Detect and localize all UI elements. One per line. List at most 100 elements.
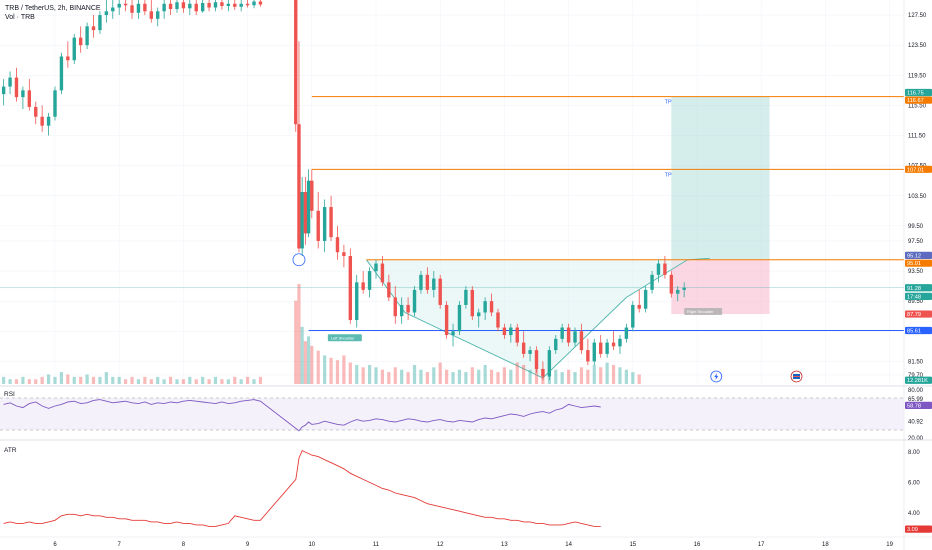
price-tag-label: 116.75: [907, 91, 924, 97]
volume-bar: [355, 364, 359, 384]
volume-bar: [85, 374, 89, 384]
candle-body: [387, 282, 391, 298]
candle-body: [91, 26, 96, 31]
candle-body: [554, 338, 558, 351]
price-tag-label: 107.01: [907, 167, 924, 173]
volume-bar: [432, 367, 436, 384]
volume-bar: [201, 376, 205, 384]
candle-body: [509, 327, 513, 336]
candle-body: [258, 1, 263, 5]
volume-bar: [380, 369, 385, 384]
volume-bar: [599, 367, 603, 384]
time-tick-label: 8: [182, 542, 186, 548]
price-tick-label: 119.50: [908, 73, 927, 79]
volume-bar: [534, 367, 539, 384]
candle-body: [329, 207, 333, 238]
price-tag-label: 95.01: [907, 261, 921, 267]
candle-body: [573, 331, 577, 343]
price-tick-label: 97.50: [908, 239, 924, 245]
volume-bar: [98, 376, 102, 384]
volume-bar: [425, 372, 429, 384]
candle-body: [611, 342, 616, 347]
time-tick-label: 14: [565, 542, 572, 548]
cursor-marker: [292, 253, 306, 267]
price-tag-label: 87.79: [907, 312, 921, 318]
candle-body: [451, 331, 455, 336]
volume-bar: [213, 376, 218, 384]
candle-body: [252, 1, 256, 6]
volume-label[interactable]: Vol · TRB: [5, 14, 35, 21]
candle-body: [175, 2, 179, 10]
symbol-title[interactable]: TRB / TetherUS, 2h, BINANCE: [5, 5, 101, 12]
candle-body: [342, 252, 346, 256]
candle-body: [322, 207, 327, 241]
price-tick-label: 79.70: [908, 373, 924, 379]
volume-bar: [329, 357, 333, 384]
candle-body: [27, 90, 32, 107]
atr-tick-label: 4.00: [908, 511, 920, 517]
price-tag: [905, 259, 932, 267]
time-axis[interactable]: 6 7 8 9 10 11 12 13 14 15 16 17 18 19: [0, 536, 932, 548]
candle-body: [168, 3, 173, 10]
volume-bar: [335, 360, 340, 384]
volume-bar: [294, 300, 298, 384]
lightning-icon[interactable]: [710, 370, 723, 383]
candle-body: [399, 304, 404, 317]
candle-body: [156, 11, 160, 19]
price-tag: [905, 251, 932, 259]
volume-bar: [2, 376, 6, 384]
candle-body: [547, 350, 552, 377]
candle-body: [34, 106, 38, 117]
time-tick-label: 9: [246, 542, 250, 548]
candle-body: [515, 327, 519, 343]
candle-body: [297, 124, 301, 249]
time-tick-label: 12: [437, 542, 444, 548]
candle-body: [656, 263, 661, 275]
candle-body: [637, 304, 641, 309]
volume-bar: [316, 350, 320, 384]
volume-bar: [149, 379, 153, 384]
flag-icon[interactable]: [790, 370, 803, 383]
volume-bar: [592, 364, 596, 384]
volume-bar: [297, 284, 301, 384]
time-tick-label: 15: [629, 542, 636, 548]
time-tick-label: 19: [886, 542, 893, 548]
candle-body: [521, 342, 526, 354]
candle-body: [40, 116, 44, 126]
price-tag: [905, 376, 932, 384]
volume-bar: [239, 379, 243, 384]
candle-body: [374, 263, 378, 272]
candle-body: [85, 26, 89, 46]
rsi-tick-label: 40.92: [908, 419, 924, 425]
candle-body: [188, 3, 192, 9]
volume-bar: [124, 379, 128, 384]
candle-body: [380, 263, 385, 283]
candle-body: [483, 301, 487, 313]
candle-body: [464, 289, 468, 305]
candle-body: [592, 342, 596, 362]
volume-bar: [342, 355, 346, 384]
volume-bar: [27, 379, 31, 384]
candle-body: [457, 304, 462, 332]
candle-body: [117, 3, 121, 8]
time-tick-label: 11: [373, 542, 380, 548]
volume-bar: [104, 372, 108, 384]
time-tick-label: 6: [53, 542, 57, 548]
candle-body: [393, 297, 397, 317]
candle-body: [406, 304, 410, 313]
candle-body: [226, 3, 231, 7]
candle-body: [207, 3, 211, 8]
volume-bar: [306, 336, 311, 384]
candle-body: [220, 2, 224, 7]
candle-body: [53, 90, 57, 117]
volume-bar: [252, 379, 256, 384]
candle-body: [432, 278, 436, 290]
candle-body: [66, 56, 70, 61]
volume-bar: [483, 364, 487, 384]
volume-bar: [400, 369, 404, 384]
time-tick-label: 7: [118, 542, 122, 548]
left-shoulder-box: [327, 334, 362, 342]
volume-bar: [412, 364, 417, 384]
volume-bar: [53, 376, 57, 384]
